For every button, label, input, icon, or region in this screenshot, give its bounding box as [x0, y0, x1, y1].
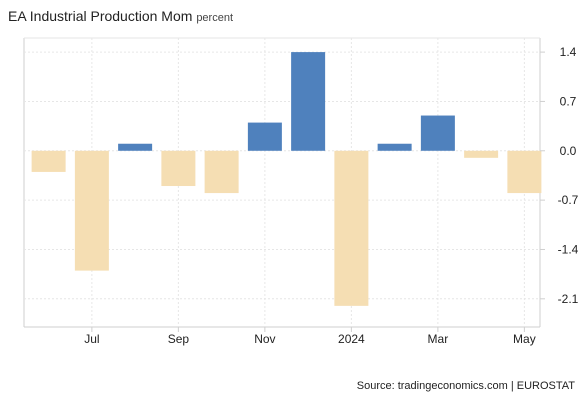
bar-sep-2023	[161, 150, 196, 187]
y-tick-label: 0.7	[560, 94, 577, 108]
x-tick-label: 2024	[338, 332, 365, 346]
bar-aug-2023	[118, 143, 153, 151]
axis-layer: 1.4 0.7 0.0 -0.7 -1.4 -2.1 Jul Sep Nov 2024 Mar May	[84, 45, 578, 346]
x-tick-label: Mar	[428, 332, 449, 346]
chart-title: EA Industrial Production Mom percent	[8, 8, 233, 24]
bar-layer	[31, 52, 542, 306]
y-tick-label: -1.4	[558, 242, 579, 256]
chart-subtitle: percent	[196, 12, 234, 24]
y-tick-label: 1.4	[560, 45, 577, 59]
source-note: Source: tradingeconomics.com | EUROSTAT	[356, 380, 575, 392]
bar-mar-2024	[420, 115, 455, 151]
y-tick-label: 0.0	[560, 144, 577, 158]
y-tick-label: -2.1	[558, 292, 579, 306]
chart-title-text: EA Industrial Production Mom	[8, 8, 193, 24]
bar-jun-2023	[31, 150, 66, 172]
bar-nov-2023	[247, 122, 282, 151]
x-tick-label: Sep	[168, 332, 190, 346]
bar-feb-2024	[377, 143, 412, 151]
x-tick-label: May	[513, 332, 536, 346]
x-tick-label: Nov	[254, 332, 275, 346]
bar-oct-2023	[204, 150, 239, 194]
bar-apr-2024	[464, 150, 499, 158]
y-tick-label: -0.7	[558, 193, 579, 207]
bar-jul-2023	[74, 150, 109, 271]
x-tick-label: Jul	[84, 332, 99, 346]
bar-may-2024	[507, 150, 542, 194]
bar-jan-2024	[334, 150, 369, 306]
bar-dec-2023	[291, 52, 326, 151]
